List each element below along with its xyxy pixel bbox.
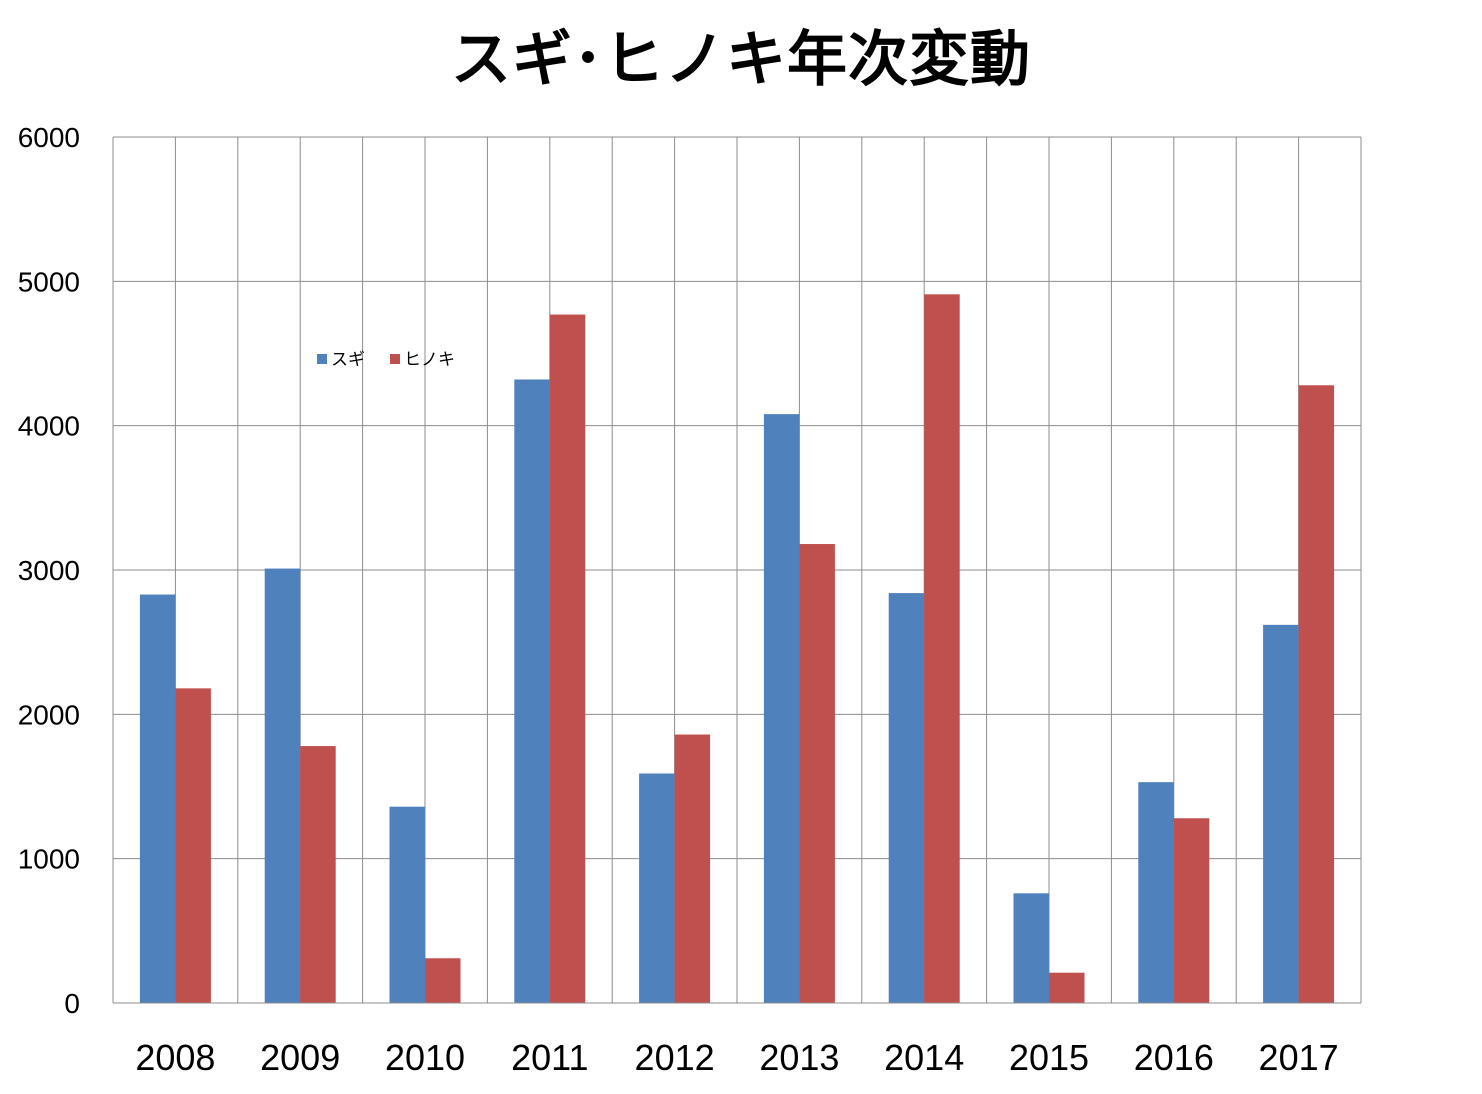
bar-hinoki-2013 — [799, 544, 835, 1003]
bar-sugi-2016 — [1138, 782, 1174, 1003]
bar-sugi-2009 — [264, 568, 301, 1003]
bar-hinoki-2008 — [175, 688, 211, 1003]
x-tick-label: 2008 — [135, 1037, 215, 1078]
x-tick-label: 2013 — [759, 1037, 839, 1078]
bar-sugi-2008 — [139, 594, 176, 1003]
bar-sugi-2014 — [888, 593, 925, 1003]
legend-swatch-hinoki — [390, 354, 400, 364]
x-tick-label: 2016 — [1134, 1037, 1214, 1078]
y-tick-label: 4000 — [18, 411, 80, 442]
y-axis-ticks: 0 1000 2000 3000 4000 5000 6000 — [18, 122, 80, 1019]
y-tick-label: 5000 — [18, 266, 80, 297]
x-tick-label: 2012 — [635, 1037, 715, 1078]
x-tick-label: 2011 — [511, 1037, 588, 1078]
bar-sugi-2013 — [763, 414, 800, 1003]
bars — [113, 294, 1361, 1004]
bar-sugi-2017 — [1263, 624, 1299, 1003]
x-tick-label: 2017 — [1259, 1037, 1339, 1078]
x-tick-label: 2015 — [1009, 1037, 1089, 1078]
bar-sugi-2011 — [514, 379, 550, 1004]
x-tick-label: 2010 — [385, 1037, 465, 1078]
y-tick-label: 0 — [64, 988, 80, 1019]
bar-hinoki-2017 — [1298, 385, 1335, 1004]
bar-sugi-2015 — [1013, 893, 1049, 1003]
y-tick-label: 6000 — [18, 122, 80, 153]
bar-hinoki-2016 — [1173, 818, 1210, 1003]
legend-swatch-sugi — [317, 354, 327, 364]
y-tick-label: 1000 — [18, 844, 80, 875]
chart-title: スギ･ヒノキ年次変動 — [451, 25, 1031, 95]
bar-hinoki-2009 — [300, 746, 336, 1003]
x-tick-label: 2009 — [260, 1037, 340, 1078]
x-axis-ticks: 2008 2009 2010 2011 2012 2013 2014 2015 2016 2017 — [135, 1037, 1338, 1078]
legend-label-hinoki: ヒノキ — [404, 350, 455, 370]
bar-hinoki-2011 — [549, 314, 586, 1003]
bar-hinoki-2015 — [1049, 972, 1085, 1003]
x-tick-label: 2014 — [884, 1037, 964, 1078]
bar-hinoki-2010 — [425, 958, 461, 1003]
bar-hinoki-2014 — [924, 294, 960, 1003]
bar-sugi-2012 — [639, 773, 675, 1003]
y-tick-label: 2000 — [18, 699, 80, 730]
legend: スギ ヒノキ — [317, 350, 455, 370]
y-tick-label: 3000 — [18, 555, 80, 586]
legend-label-sugi: スギ — [331, 350, 365, 370]
bar-hinoki-2012 — [674, 734, 711, 1003]
bar-sugi-2010 — [389, 806, 425, 1003]
